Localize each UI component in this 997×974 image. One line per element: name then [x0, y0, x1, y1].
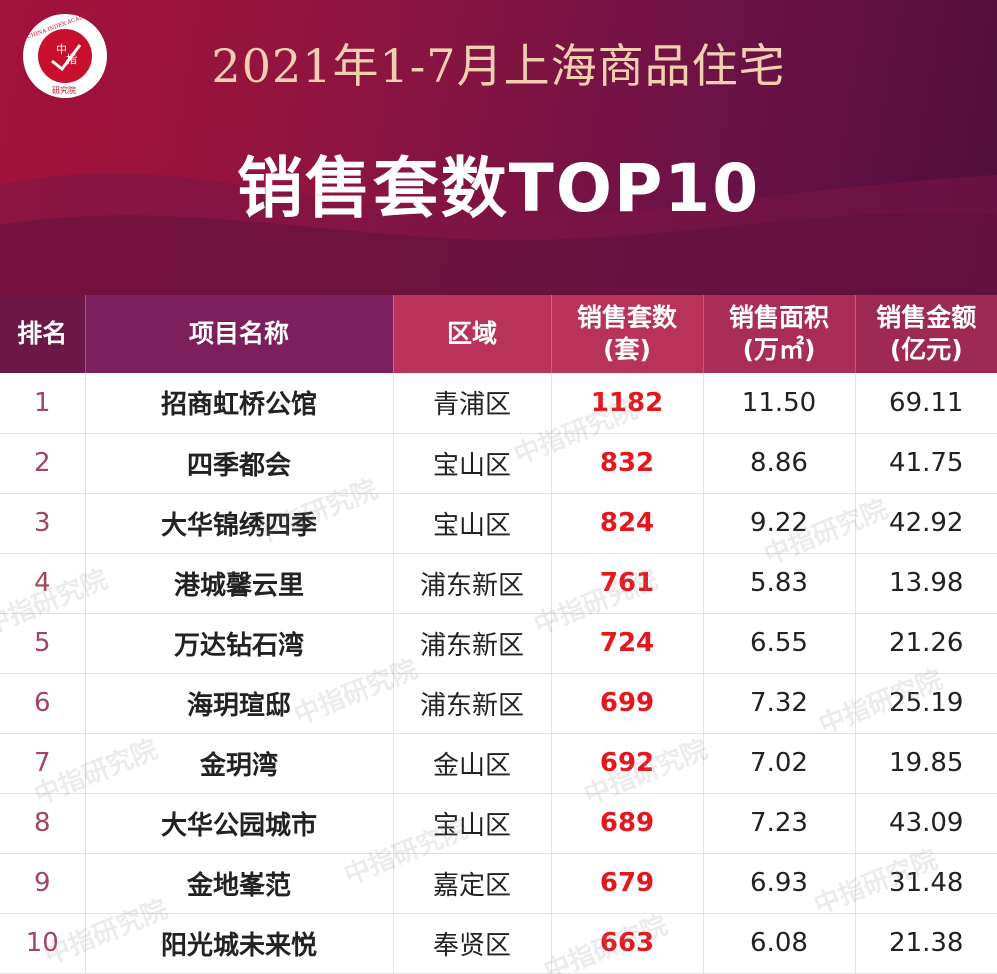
- table-row: 6 海玥瑄邸 浦东新区 699 7.32 25.19: [0, 673, 997, 734]
- logo-bottom-text: 研究院: [52, 85, 76, 95]
- cell-district: 宝山区: [393, 433, 552, 494]
- cell-district: 奉贤区: [393, 913, 552, 974]
- cell-project-name: 招商虹桥公馆: [85, 373, 394, 434]
- table-row: 8 大华公园城市 宝山区 689 7.23 43.09: [0, 793, 997, 854]
- table-row: 5 万达钻石湾 浦东新区 724 6.55 21.26: [0, 613, 997, 674]
- cell-sales-units: 761: [551, 553, 704, 614]
- cell-rank: 6: [0, 673, 86, 734]
- cell-sales-units: 1182: [551, 373, 704, 434]
- table-row: 10 阳光城未来悦 奉贤区 663 6.08 21.38: [0, 913, 997, 974]
- cell-sales-units: 699: [551, 673, 704, 734]
- cell-project-name: 四季都会: [85, 433, 394, 494]
- table-row: 4 港城馨云里 浦东新区 761 5.83 13.98: [0, 553, 997, 614]
- cell-sales-amount: 42.92: [855, 493, 997, 554]
- cell-project-name: 金地峯范: [85, 853, 394, 914]
- header-banner: 中 指 研究院 CHINA INDEX ACADEMY 2021年1-7月上海商…: [0, 0, 997, 295]
- table-row: 1 招商虹桥公馆 青浦区 1182 11.50 69.11: [0, 373, 997, 434]
- cell-rank: 4: [0, 553, 86, 614]
- header-sales-amount: 销售金额 (亿元): [855, 295, 997, 373]
- cell-project-name: 金玥湾: [85, 733, 394, 794]
- cell-sales-area: 5.83: [703, 553, 856, 614]
- cell-project-name: 阳光城未来悦: [85, 913, 394, 974]
- cell-rank: 9: [0, 853, 86, 914]
- logo-center-text-1: 中: [56, 43, 67, 56]
- table-row: 9 金地峯范 嘉定区 679 6.93 31.48: [0, 853, 997, 914]
- cell-sales-area: 6.08: [703, 913, 856, 974]
- cell-sales-area: 6.55: [703, 613, 856, 674]
- cell-district: 青浦区: [393, 373, 552, 434]
- table-body: 1 招商虹桥公馆 青浦区 1182 11.50 69.11 2 四季都会 宝山区…: [0, 373, 997, 974]
- cell-sales-units: 832: [551, 433, 704, 494]
- cell-sales-area: 7.32: [703, 673, 856, 734]
- cell-sales-units: 663: [551, 913, 704, 974]
- header-sales-amount-line1: 销售金额: [876, 302, 977, 332]
- cell-sales-amount: 21.26: [855, 613, 997, 674]
- cell-district: 金山区: [393, 733, 552, 794]
- cell-rank: 2: [0, 433, 86, 494]
- cell-district: 浦东新区: [393, 553, 552, 614]
- header-sales-amount-line2: (亿元): [889, 335, 963, 364]
- china-index-academy-logo: 中 指 研究院 CHINA INDEX ACADEMY: [23, 13, 107, 98]
- cell-sales-area: 8.86: [703, 433, 856, 494]
- cell-sales-units: 724: [551, 613, 704, 674]
- sales-ranking-table: 排名 项目名称 区域 销售套数 (套) 销售面积 (万㎡) 销售金额 (亿元) …: [0, 295, 997, 974]
- cell-sales-amount: 43.09: [855, 793, 997, 854]
- cell-district: 宝山区: [393, 793, 552, 854]
- cell-project-name: 万达钻石湾: [85, 613, 394, 674]
- cell-sales-area: 11.50: [703, 373, 856, 434]
- cell-rank: 10: [0, 913, 86, 974]
- cell-sales-amount: 31.48: [855, 853, 997, 914]
- cell-sales-area: 7.02: [703, 733, 856, 794]
- cell-district: 浦东新区: [393, 613, 552, 674]
- cell-rank: 7: [0, 733, 86, 794]
- table-row: 3 大华锦绣四季 宝山区 824 9.22 42.92: [0, 493, 997, 554]
- cell-project-name: 大华锦绣四季: [85, 493, 394, 554]
- header-sales-units-line2: (套): [603, 335, 651, 364]
- cell-rank: 8: [0, 793, 86, 854]
- table-row: 7 金玥湾 金山区 692 7.02 19.85: [0, 733, 997, 794]
- cell-sales-amount: 69.11: [855, 373, 997, 434]
- cell-sales-amount: 21.38: [855, 913, 997, 974]
- cell-district: 浦东新区: [393, 673, 552, 734]
- cell-project-name: 海玥瑄邸: [85, 673, 394, 734]
- page-title: 销售套数TOP10: [236, 150, 761, 227]
- cell-sales-units: 679: [551, 853, 704, 914]
- cell-sales-amount: 41.75: [855, 433, 997, 494]
- cell-sales-units: 692: [551, 733, 704, 794]
- header-district: 区域: [393, 295, 552, 373]
- header-rank: 排名: [0, 295, 86, 373]
- cell-project-name: 大华公园城市: [85, 793, 394, 854]
- cell-sales-area: 9.22: [703, 493, 856, 554]
- logo-center-text-2: 指: [66, 52, 77, 66]
- cell-sales-amount: 13.98: [855, 553, 997, 614]
- table-header: 排名 项目名称 区域 销售套数 (套) 销售面积 (万㎡) 销售金额 (亿元): [0, 295, 997, 373]
- header-sales-units: 销售套数 (套): [551, 295, 704, 373]
- header-sales-area: 销售面积 (万㎡): [703, 295, 856, 373]
- cell-rank: 1: [0, 373, 86, 434]
- banner-wave-decoration: [0, 173, 997, 295]
- cell-rank: 3: [0, 493, 86, 554]
- cell-district: 嘉定区: [393, 853, 552, 914]
- cell-sales-area: 7.23: [703, 793, 856, 854]
- header-sales-units-line1: 销售套数: [576, 302, 677, 332]
- header-sales-area-line1: 销售面积: [728, 302, 829, 332]
- header-project-name: 项目名称: [85, 295, 394, 373]
- cell-rank: 5: [0, 613, 86, 674]
- cell-project-name: 港城馨云里: [85, 553, 394, 614]
- cell-sales-units: 824: [551, 493, 704, 554]
- cell-sales-units: 689: [551, 793, 704, 854]
- cell-sales-area: 6.93: [703, 853, 856, 914]
- cell-sales-amount: 25.19: [855, 673, 997, 734]
- cell-district: 宝山区: [393, 493, 552, 554]
- cell-sales-amount: 19.85: [855, 733, 997, 794]
- page-subtitle: 2021年1-7月上海商品住宅: [211, 39, 786, 93]
- header-sales-area-line2: (万㎡): [742, 335, 816, 364]
- table-row: 2 四季都会 宝山区 832 8.86 41.75: [0, 433, 997, 494]
